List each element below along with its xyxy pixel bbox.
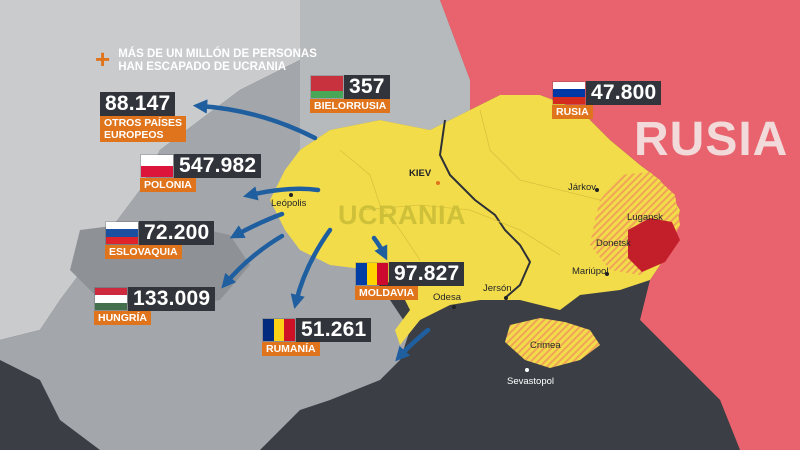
city-odesa: Odesa (433, 292, 461, 303)
count-russia: 47.800 (586, 81, 662, 105)
count-other-europe: 88.147 (100, 92, 176, 116)
hungary-flag-icon (94, 287, 128, 311)
label-poland: POLONIA (140, 178, 196, 192)
kiev-marker-icon (436, 181, 440, 185)
leopolis-marker-icon (289, 193, 293, 197)
callout-hungary: 133.009 HUNGRÍA (94, 287, 216, 325)
label-russia: RUSIA (552, 105, 593, 119)
callout-belarus: 357 BIELORRUSIA (310, 75, 391, 113)
ukraine-land (270, 95, 680, 345)
callout-poland: 547.982 POLONIA (140, 154, 262, 192)
city-sevastopol: Sevastopol (507, 376, 555, 387)
headline-text: MÁS DE UN MILLÓN DE PERSONAS HAN ESCAPAD… (118, 48, 317, 73)
label-other-europe: OTROS PAÍSES EUROPEOS (100, 116, 186, 142)
russia-land (440, 0, 800, 450)
sevastopol-marker-icon (525, 368, 529, 372)
romania-flag-icon (262, 318, 296, 342)
city-kiev: KIEV (409, 168, 432, 179)
arrow-to-slovakia (229, 211, 285, 239)
city-donetsk: Donetsk (596, 238, 631, 249)
city-mariupol: Mariúpol (572, 266, 609, 277)
callout-slovakia: 72.200 ESLOVAQUIA (105, 221, 215, 259)
callout-romania: 51.261 RUMANÍA (262, 318, 372, 356)
callout-moldova: 97.827 MOLDAVIA (355, 262, 465, 300)
ukraine-label: UCRANIA (338, 200, 466, 230)
label-hungary: HUNGRÍA (94, 311, 151, 325)
black-sea (400, 300, 740, 450)
occupied-east (628, 218, 680, 272)
city-jarkov: Járkov (568, 182, 596, 193)
russia-label: RUSIA (634, 113, 789, 166)
count-hungary: 133.009 (128, 287, 216, 311)
count-poland: 547.982 (174, 154, 262, 178)
count-moldova: 97.827 (389, 262, 465, 286)
arrow-to-hungary (221, 233, 285, 289)
plus-icon: + (95, 44, 111, 74)
dnieper-river (438, 119, 532, 299)
city-jerson: Jersón (483, 283, 512, 294)
arrow-from-odesa (395, 327, 431, 362)
city-lugansk: Lugansk (627, 212, 663, 223)
region-borders (339, 109, 601, 261)
arrow-to-other-europe (192, 99, 318, 141)
arrow-to-moldova (371, 235, 388, 261)
label-belarus: BIELORRUSIA (310, 99, 391, 113)
moldova-flag-icon (355, 262, 389, 286)
mariupol-marker-icon (605, 272, 609, 276)
callout-other-europe: 88.147 OTROS PAÍSES EUROPEOS (100, 92, 186, 142)
city-leopolis: Leópolis (271, 198, 307, 209)
callout-russia: 47.800 RUSIA (552, 81, 662, 119)
count-belarus: 357 (344, 75, 390, 99)
jerson-marker-icon (504, 296, 508, 300)
arrow-to-romania (290, 227, 333, 309)
belarus-flag-icon (310, 75, 344, 99)
headline: + MÁS DE UN MILLÓN DE PERSONAS HAN ESCAP… (95, 44, 317, 74)
poland-flag-icon (140, 154, 174, 178)
arrow-to-poland (242, 186, 321, 201)
label-romania: RUMANÍA (262, 342, 320, 356)
refugee-flow-arrows (192, 99, 431, 362)
jarkov-marker-icon (595, 188, 599, 192)
city-crimea: Crimea (530, 340, 561, 351)
label-slovakia: ESLOVAQUIA (105, 245, 182, 259)
odesa-marker-icon (452, 305, 456, 309)
crimea-land (505, 318, 600, 368)
count-slovakia: 72.200 (139, 221, 215, 245)
slovakia-flag-icon (105, 221, 139, 245)
russia-flag-icon (552, 81, 586, 105)
count-romania: 51.261 (296, 318, 372, 342)
label-moldova: MOLDAVIA (355, 286, 419, 300)
